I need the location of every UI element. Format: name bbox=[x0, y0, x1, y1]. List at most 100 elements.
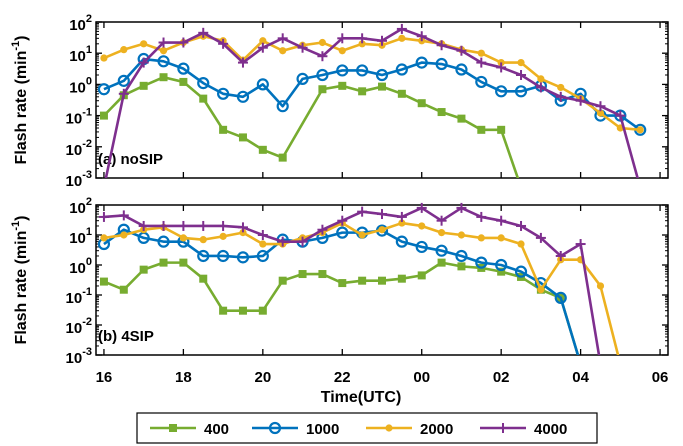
data-point-1000 bbox=[415, 56, 428, 69]
data-point-400 bbox=[159, 258, 168, 267]
data-point-1000 bbox=[276, 100, 289, 113]
data-point-2000 bbox=[219, 232, 227, 240]
data-point-4000 bbox=[158, 37, 169, 48]
data-point-4000 bbox=[257, 42, 268, 53]
legend-label-400: 400 bbox=[204, 421, 229, 438]
data-point-2000 bbox=[100, 234, 108, 242]
data-point-4000 bbox=[396, 211, 407, 222]
data-point-4000 bbox=[555, 250, 566, 261]
data-point-2000 bbox=[437, 229, 446, 237]
data-point-1000 bbox=[256, 78, 269, 91]
data-point-400 bbox=[397, 89, 406, 98]
panel-label: (b) 4SIP bbox=[98, 328, 154, 345]
legend-marker-400 bbox=[169, 424, 177, 432]
data-point-4000 bbox=[377, 209, 387, 220]
data-point-400 bbox=[99, 111, 108, 120]
data-point-4000 bbox=[257, 230, 268, 240]
data-point-4000 bbox=[277, 236, 288, 247]
legend-marker-2000 bbox=[385, 424, 393, 432]
panel-a-nosip: 102 101 100 10-1 10-2 10-3 Flash rate (min-1) (… bbox=[10, 13, 669, 190]
plot-frame bbox=[95, 21, 669, 179]
legend-marker-1000 bbox=[268, 421, 282, 435]
data-point-4000 bbox=[118, 88, 129, 99]
data-point-4000 bbox=[357, 206, 368, 217]
data-point-4000 bbox=[357, 33, 368, 44]
data-point-400 bbox=[159, 73, 168, 82]
x-tick-label: 00 bbox=[413, 369, 430, 386]
data-point-400 bbox=[477, 125, 486, 134]
data-point-400 bbox=[119, 285, 128, 294]
data-point-2000 bbox=[259, 37, 267, 45]
data-point-4000 bbox=[516, 70, 527, 81]
data-point-400 bbox=[417, 271, 426, 280]
data-point-1000 bbox=[236, 90, 250, 103]
data-point-4000 bbox=[138, 57, 149, 68]
time-axis: 16 18 20 22 00 02 04 06 bbox=[96, 369, 669, 386]
x-axis-label: Time(UTC) bbox=[321, 389, 402, 406]
y-tick-label: 100 bbox=[69, 75, 92, 96]
legend: 400 1000 2000 4000 bbox=[136, 412, 598, 444]
data-point-1000 bbox=[117, 74, 130, 87]
data-point-400 bbox=[139, 265, 148, 274]
x-tick-label: 02 bbox=[493, 369, 510, 386]
data-point-400 bbox=[219, 125, 228, 134]
data-point-1000 bbox=[197, 249, 210, 263]
plot-frame bbox=[95, 204, 669, 356]
data-point-1000 bbox=[514, 265, 528, 278]
data-point-400 bbox=[238, 133, 247, 142]
series-line-400 bbox=[103, 261, 580, 355]
data-point-1000 bbox=[157, 55, 170, 68]
data-point-4000 bbox=[317, 51, 328, 62]
data-point-1000 bbox=[455, 63, 468, 76]
data-point-4000 bbox=[456, 45, 467, 56]
data-point-2000 bbox=[358, 231, 366, 239]
series-line-4000 bbox=[104, 27, 639, 178]
data-point-1000 bbox=[455, 249, 468, 263]
series-line-1000 bbox=[103, 228, 580, 355]
data-point-4000 bbox=[218, 38, 229, 49]
data-point-2000 bbox=[279, 47, 287, 55]
data-point-2000 bbox=[398, 219, 406, 227]
data-point-400 bbox=[179, 258, 188, 267]
series-group bbox=[97, 23, 647, 178]
data-point-2000 bbox=[477, 49, 485, 57]
data-point-1000 bbox=[435, 57, 448, 71]
x-tick-label: 22 bbox=[334, 369, 351, 386]
y-tick-label: 101 bbox=[69, 44, 92, 65]
data-point-4000 bbox=[476, 57, 487, 68]
data-point-4000 bbox=[297, 42, 308, 53]
data-point-2000 bbox=[537, 286, 545, 294]
data-point-1000 bbox=[356, 64, 369, 77]
y-tick-label: 10-1 bbox=[66, 286, 92, 307]
y-tick-label: 102 bbox=[69, 196, 92, 217]
y-tick-label: 10-1 bbox=[66, 107, 92, 128]
data-point-4000 bbox=[496, 62, 507, 73]
data-point-2000 bbox=[358, 40, 366, 48]
data-point-400 bbox=[338, 279, 347, 288]
data-point-2000 bbox=[199, 236, 207, 244]
data-point-4000 bbox=[575, 239, 586, 250]
data-point-400 bbox=[338, 81, 347, 90]
legend-label-4000: 4000 bbox=[534, 421, 567, 438]
data-point-4000 bbox=[555, 91, 566, 102]
data-point-400 bbox=[258, 145, 267, 154]
data-point-1000 bbox=[236, 251, 250, 264]
data-point-2000 bbox=[596, 282, 605, 290]
data-point-1000 bbox=[395, 63, 408, 76]
data-point-2000 bbox=[557, 83, 565, 92]
data-point-400 bbox=[358, 87, 367, 96]
data-point-1000 bbox=[514, 85, 528, 98]
data-point-400 bbox=[437, 108, 446, 117]
data-point-4000 bbox=[337, 215, 348, 226]
data-point-4000 bbox=[535, 232, 546, 243]
data-point-400 bbox=[378, 276, 386, 285]
data-point-2000 bbox=[517, 240, 525, 248]
x-tick-label: 20 bbox=[254, 369, 271, 386]
data-point-400 bbox=[457, 114, 466, 123]
data-point-4000 bbox=[178, 37, 189, 48]
data-point-4000 bbox=[198, 27, 209, 38]
data-point-2000 bbox=[159, 47, 168, 55]
data-point-400 bbox=[497, 125, 506, 134]
data-point-4000 bbox=[416, 202, 427, 213]
